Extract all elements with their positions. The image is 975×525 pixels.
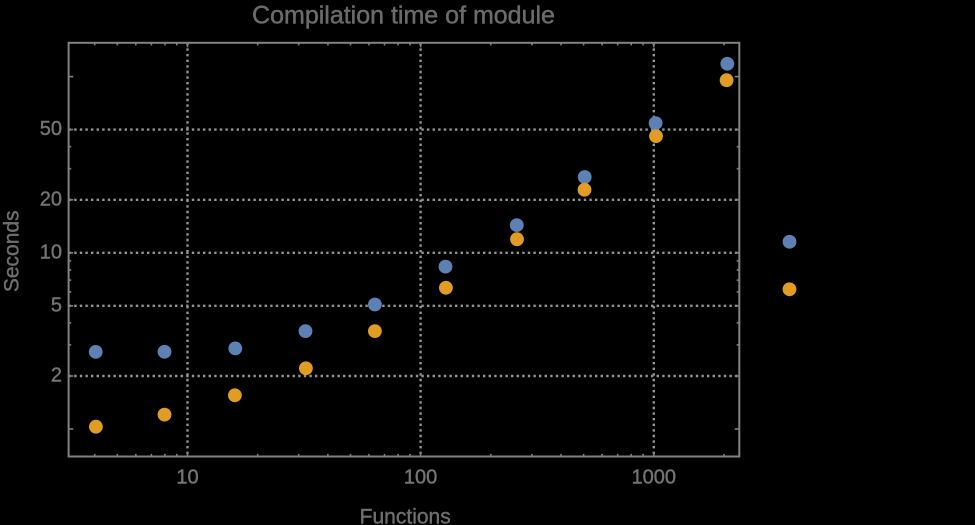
svg-text:100: 100 [404, 467, 437, 489]
svg-text:5: 5 [51, 294, 62, 316]
svg-text:10: 10 [40, 241, 62, 263]
svg-text:10: 10 [176, 467, 198, 489]
svg-text:Functions: Functions [360, 505, 451, 525]
svg-text:2: 2 [51, 365, 62, 387]
svg-text:Compilation time of module: Compilation time of module [252, 2, 555, 30]
svg-text:Seconds: Seconds [0, 210, 23, 292]
svg-text:20: 20 [40, 188, 62, 210]
svg-text:1000: 1000 [632, 467, 677, 489]
svg-text:50: 50 [40, 118, 62, 140]
